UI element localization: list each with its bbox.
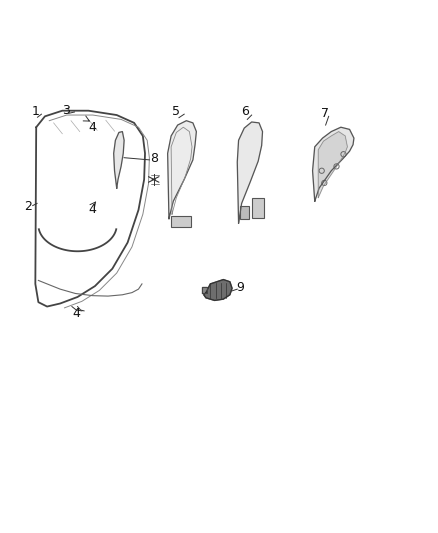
Polygon shape (114, 132, 124, 188)
Text: 2: 2 (25, 200, 32, 213)
Bar (171, 216, 191, 228)
Polygon shape (313, 127, 354, 201)
Text: 6: 6 (241, 106, 249, 118)
Bar (252, 198, 264, 218)
Text: 9: 9 (236, 281, 244, 294)
Polygon shape (168, 120, 196, 219)
Text: 5: 5 (172, 105, 180, 118)
Polygon shape (318, 132, 347, 198)
Text: 8: 8 (150, 152, 158, 165)
Text: 4: 4 (72, 307, 80, 320)
Text: 4: 4 (89, 204, 97, 216)
Text: 4: 4 (89, 121, 97, 134)
Polygon shape (204, 279, 232, 301)
Polygon shape (202, 287, 207, 293)
Text: 1: 1 (32, 106, 39, 118)
Text: 7: 7 (321, 107, 329, 120)
Bar (240, 206, 249, 220)
Text: 3: 3 (62, 104, 70, 117)
Polygon shape (237, 122, 262, 223)
